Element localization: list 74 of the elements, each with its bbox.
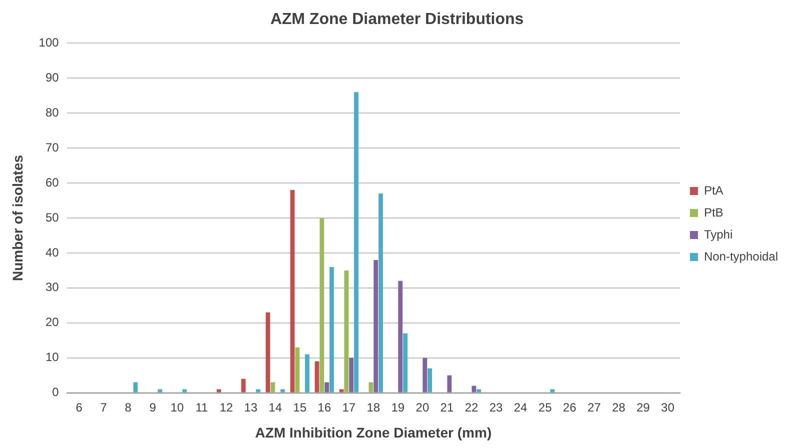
x-tick-label: 16: [318, 400, 332, 414]
x-tick-label: 18: [366, 400, 380, 414]
bar: [550, 389, 555, 392]
x-tick-label: 15: [293, 400, 307, 414]
legend-label: PtB: [704, 205, 724, 220]
x-tick-label: 27: [587, 400, 602, 414]
bar: [378, 194, 383, 392]
x-tick-label: 21: [440, 400, 454, 414]
bar: [320, 218, 324, 392]
x-tick-label: 12: [220, 400, 234, 414]
x-tick-label: 6: [76, 400, 83, 414]
bar: [280, 389, 285, 392]
bar: [472, 386, 476, 392]
y-tick-label: 50: [45, 210, 60, 224]
x-tick-label: 24: [514, 400, 528, 414]
x-tick-label: 19: [391, 400, 405, 414]
x-tick-label: 14: [268, 400, 282, 414]
x-tick-label: 23: [489, 400, 504, 414]
bar: [295, 347, 300, 392]
y-tick-label: 60: [45, 175, 60, 190]
x-tick-label: 13: [244, 400, 258, 414]
x-tick-label: 20: [416, 400, 430, 414]
x-tick-label: 26: [562, 400, 577, 414]
x-tick-label: 28: [612, 400, 626, 414]
y-axis-title: Number of isolates: [9, 154, 26, 282]
x-tick-label: 17: [342, 400, 356, 414]
y-tick-label: 30: [45, 280, 60, 294]
bar: [339, 389, 344, 392]
bar: [349, 358, 354, 392]
legend-label: PtA: [704, 183, 724, 198]
x-tick-label: 25: [538, 400, 552, 414]
legend-label: Non-typhoidal: [704, 249, 778, 264]
x-tick-label: 7: [100, 400, 108, 414]
y-tick-label: 40: [45, 245, 60, 260]
bar: [270, 382, 276, 392]
y-tick-label: 100: [38, 36, 60, 50]
x-tick-label: 9: [149, 400, 156, 414]
y-tick-label: 0: [52, 385, 60, 400]
bar: [324, 382, 329, 392]
y-tick-label: 80: [45, 105, 60, 120]
y-tick-label: 70: [45, 140, 60, 154]
bar: [216, 389, 222, 392]
bar: [133, 382, 138, 392]
x-axis-title: AZM Inhibition Zone Diameter (mm): [255, 424, 492, 440]
y-tick-label: 20: [45, 315, 60, 330]
bar: [476, 389, 482, 392]
bar: [266, 312, 270, 392]
chart-title: AZM Zone Diameter Distributions: [270, 11, 524, 28]
bar: [256, 389, 260, 392]
x-tick-label: 30: [661, 400, 675, 414]
bar: [447, 375, 452, 392]
bar: [422, 358, 428, 392]
bar: [368, 382, 374, 392]
x-tick-label: 11: [195, 400, 208, 414]
x-tick-label: 8: [124, 400, 132, 414]
bar: [344, 270, 349, 392]
legend-label: Typhi: [704, 227, 733, 242]
x-tick-label: 10: [170, 400, 184, 414]
bar: [374, 260, 378, 392]
x-tick-label: 22: [464, 400, 478, 414]
bar: [354, 92, 358, 392]
y-tick-label: 90: [45, 70, 60, 84]
bar: [182, 389, 187, 392]
bar: [329, 266, 334, 392]
x-tick-label: 29: [636, 400, 650, 414]
bar: [403, 333, 408, 392]
bar: [158, 389, 162, 392]
bar: [304, 354, 310, 392]
bar: [241, 378, 246, 392]
y-tick-label: 10: [45, 350, 60, 364]
bar: [314, 361, 320, 392]
bar: [428, 368, 432, 392]
bar: [398, 280, 403, 392]
bar: [290, 190, 295, 392]
